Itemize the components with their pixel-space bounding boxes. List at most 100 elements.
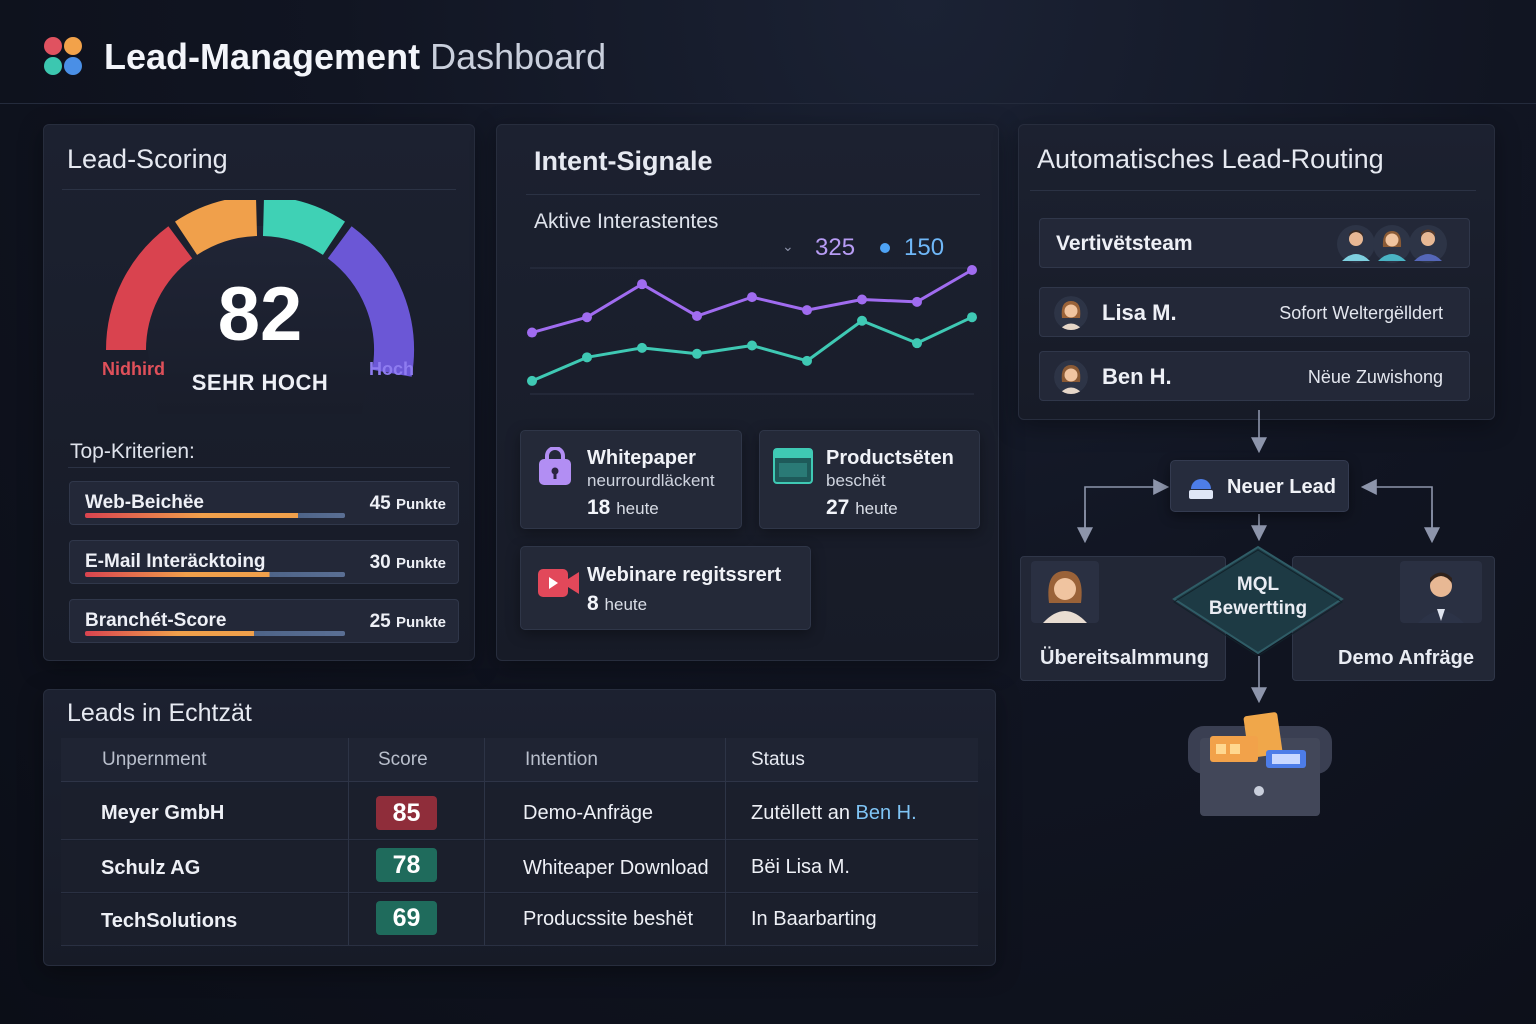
new-lead-label: Neuer Lead [1227, 476, 1336, 498]
data-point-0-2[interactable] [637, 279, 647, 290]
signal-subtitle: neurrourdläckent [587, 471, 715, 490]
data-point-1-5[interactable] [802, 355, 812, 366]
app-logo-icon [44, 37, 84, 77]
criteria-row-email[interactable]: E-Mail Interäcktoing 30 Punkte [69, 540, 459, 584]
data-point-0-6[interactable] [857, 294, 867, 305]
data-point-1-7[interactable] [912, 338, 922, 349]
criteria-bar [85, 513, 345, 518]
sales-team-row[interactable]: Vertivëtsteam [1039, 218, 1470, 268]
cell-company: TechSolutions [101, 910, 238, 932]
data-point-0-4[interactable] [747, 292, 757, 303]
data-point-0-5[interactable] [802, 305, 812, 316]
signal-title: Whitepaper [587, 447, 696, 469]
divider [62, 189, 456, 190]
criteria-bar [85, 631, 345, 636]
legend-dot-icon [880, 243, 890, 253]
mql-decision-label: MQL Bewertting [1208, 574, 1308, 619]
data-point-0-3[interactable] [692, 311, 702, 322]
data-point-1-0[interactable] [527, 375, 537, 386]
legend-series-b: 150 [904, 234, 945, 261]
divider [1030, 190, 1476, 191]
user-icon [1189, 479, 1213, 499]
data-point-0-1[interactable] [582, 312, 592, 323]
chevron-down-icon[interactable]: ⌄ [782, 238, 794, 254]
arrow-right-loop [1360, 479, 1433, 540]
data-point-0-0[interactable] [527, 327, 537, 338]
criteria-row-web[interactable]: Web-Beiсhëe 45 Punkte [69, 481, 459, 525]
table-row[interactable]: Schulz AG 78 Whiteaper Download Bëi Lisa… [61, 841, 978, 893]
data-point-1-2[interactable] [637, 342, 647, 353]
assignee-name: Ben H. [1102, 364, 1172, 389]
cell-intention: Producssite beshët [523, 908, 694, 930]
column-header-intention[interactable]: Intention [525, 749, 598, 770]
sales-team-label: Vertivëtsteam [1056, 232, 1193, 255]
assignment-status: Nëue Zuwishong [1307, 367, 1443, 387]
assignee-link[interactable]: Ben H. [855, 802, 917, 824]
data-point-0-7[interactable] [912, 296, 922, 307]
signal-count: 27 heute [826, 496, 898, 519]
gauge-segment-low [106, 226, 193, 351]
signal-card-webinar[interactable]: Webinare regitssrert 8 heute [520, 546, 811, 630]
criteria-points: 30 Punkte [369, 552, 446, 573]
cell-company: Schulz AG [101, 857, 201, 879]
data-point-1-6[interactable] [857, 315, 867, 326]
video-icon [538, 569, 579, 597]
divider [68, 467, 450, 468]
cell-intention: Demo-Anfräge [523, 802, 654, 824]
score-badge: 85 [376, 796, 437, 830]
data-point-0-8[interactable] [967, 265, 977, 275]
score-badge: 69 [376, 901, 437, 935]
column-header-status[interactable]: Status [751, 749, 805, 770]
lock-icon [539, 447, 571, 485]
column-header-score[interactable]: Score [378, 749, 428, 770]
table-header: Unpernment Score Intention Status [61, 738, 978, 782]
signal-card-whitepaper[interactable]: Whitepaper neurrourdläckent 18 heute [520, 430, 742, 529]
data-point-1-3[interactable] [692, 348, 702, 359]
lead-score-level: SEHR HOCH [191, 370, 329, 395]
outcome-right-label: Demo Anfräge [1338, 647, 1474, 669]
lead-routing-title: Automatisches Lead-Routing [1037, 144, 1384, 174]
column-separator [348, 738, 349, 945]
table-row[interactable]: Meyer GmbH 85 Demo-Anfräge Zutëllett an … [61, 788, 978, 840]
data-point-1-4[interactable] [747, 340, 757, 351]
browser-window-icon [773, 448, 813, 484]
column-separator [725, 738, 726, 945]
new-lead-node[interactable]: Neuer Lead [1170, 460, 1349, 512]
crm-folder-icon [1188, 712, 1332, 816]
signal-count: 8 heute [587, 592, 648, 615]
data-point-1-8[interactable] [967, 312, 977, 323]
divider [526, 194, 980, 195]
mql-decision-diamond[interactable] [1170, 545, 1346, 655]
criteria-row-branch[interactable]: Branchét-Score 25 Punkte [69, 599, 459, 643]
intent-signals-title: Intent-Signale [534, 146, 713, 176]
cell-company: Meyer GmbH [101, 802, 225, 824]
gauge-center-plate [146, 226, 374, 414]
signal-title: Webinare regitssrert [587, 564, 782, 586]
table-row[interactable]: TechSolutions 69 Producssite beshët In B… [61, 894, 978, 946]
criteria-label: Web-Beiсhëe [85, 492, 204, 513]
signal-card-productpages[interactable]: Productsëten beschët 27 heute [759, 430, 980, 529]
intent-line-chart [527, 265, 977, 395]
score-badge: 78 [376, 848, 437, 882]
criteria-bar [85, 572, 345, 577]
avatar-woman-icon [1031, 561, 1099, 623]
assignment-row-lisa[interactable]: Lisa M. Sofort Weltergëlldert [1039, 287, 1470, 337]
assignment-row-ben[interactable]: Ben H. Nëue Zuwishong [1039, 351, 1470, 401]
gauge-segment-high [327, 226, 414, 377]
assignee-name: Lisa M. [1102, 300, 1177, 325]
column-separator [484, 738, 485, 945]
criteria-label: E-Mail Interäcktoing [85, 551, 266, 572]
signal-count: 18 heute [587, 496, 659, 519]
gauge-low-label: Nidhird [102, 359, 165, 379]
outcome-left-label: Übereitsalmmung [1040, 647, 1209, 669]
app-header: Lead-Management Dashboard [0, 0, 1536, 104]
column-header-company[interactable]: Unpernment [102, 749, 207, 770]
criteria-heading: Top-Kriterien: [70, 440, 195, 463]
avatar-lisa-icon [1054, 296, 1088, 330]
score-gauge [106, 200, 414, 414]
data-point-1-1[interactable] [582, 352, 592, 363]
gauge-high-label: Hoch [369, 359, 414, 379]
criteria-label: Branchét-Score [85, 610, 227, 631]
lead-scoring-title: Lead-Scoring [67, 144, 228, 174]
arrow-left-loop [1084, 479, 1170, 540]
